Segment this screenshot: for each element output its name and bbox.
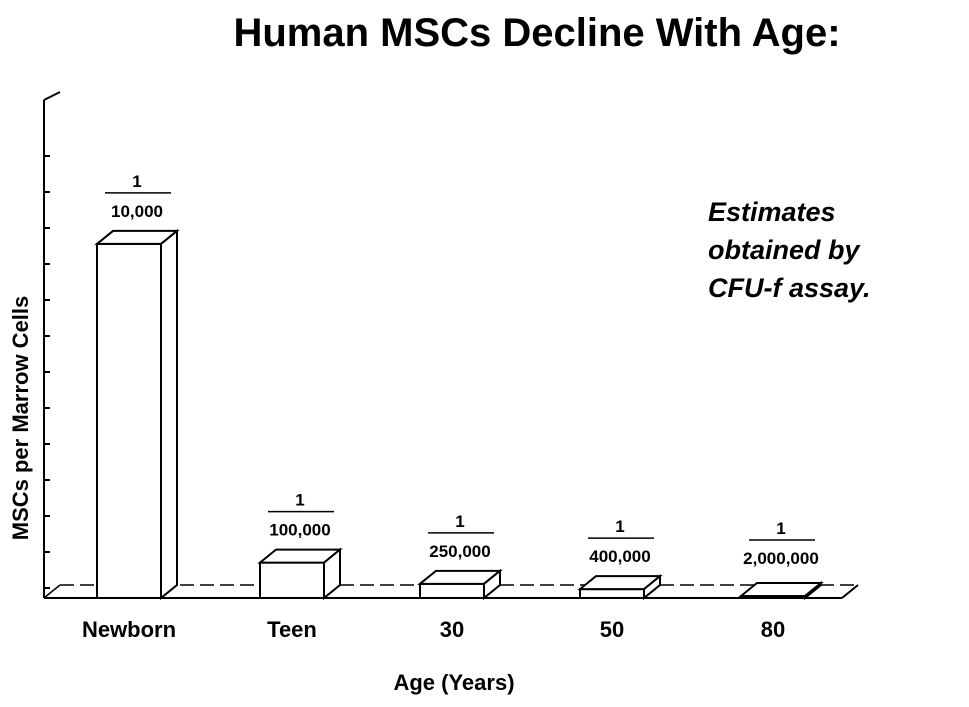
- bar-50: [577, 574, 663, 601]
- data-label-30: 1 250,000: [428, 512, 494, 561]
- bar-side: [643, 574, 661, 601]
- bar-80: [738, 580, 824, 601]
- data-label-teen: 1 100,000: [268, 491, 334, 540]
- x-tick-labels: Newborn Teen 30 50 80: [82, 617, 785, 642]
- annotation-line-2: obtained by: [708, 235, 861, 265]
- data-label-80: 1 2,000,000: [743, 519, 819, 568]
- annotation-line-3: CFU-f assay.: [708, 273, 871, 303]
- annotation-line-1: Estimates: [708, 197, 836, 227]
- data-label-denominator: 10,000: [111, 202, 163, 221]
- bar-front: [419, 582, 485, 599]
- data-label-numerator: 1: [615, 517, 624, 536]
- data-label-denominator: 100,000: [269, 521, 330, 540]
- data-label-numerator: 1: [295, 491, 304, 510]
- data-label-denominator: 400,000: [589, 547, 650, 566]
- bar-side: [804, 580, 822, 601]
- floor-corner-line: [43, 584, 61, 599]
- data-label-numerator: 1: [132, 172, 141, 191]
- data-label-newborn: 1 10,000: [105, 172, 171, 221]
- data-label-numerator: 1: [455, 512, 464, 531]
- x-tick-label: Teen: [267, 617, 317, 642]
- bar-front: [96, 242, 162, 599]
- bar-side: [483, 568, 501, 601]
- bars: [94, 228, 824, 601]
- x-tick-label: 30: [440, 617, 464, 642]
- data-label-denominator: 250,000: [429, 542, 490, 561]
- bar-newborn: [94, 228, 180, 601]
- data-label-50: 1 400,000: [588, 517, 654, 566]
- data-label-numerator: 1: [776, 519, 785, 538]
- bar-30: [417, 568, 503, 601]
- x-tick-label: Newborn: [82, 617, 176, 642]
- annotation-note: Estimates obtained by CFU-f assay.: [708, 197, 871, 303]
- bar-side: [323, 547, 341, 601]
- x-tick-label: 50: [600, 617, 624, 642]
- y-axis-depth-line: [43, 91, 61, 101]
- bar-front: [579, 588, 645, 599]
- x-axis-title: Age (Years): [393, 670, 514, 695]
- bar-teen: [257, 547, 343, 601]
- y-axis-title: MSCs per Marrow Cells: [8, 296, 33, 541]
- bar-front: [259, 561, 325, 599]
- x-tick-label: 80: [761, 617, 785, 642]
- data-label-denominator: 2,000,000: [743, 549, 819, 568]
- floor-side-line: [841, 584, 859, 599]
- bar-side: [160, 228, 178, 601]
- chart-title: Human MSCs Decline With Age:: [233, 11, 840, 55]
- data-labels: 1 10,000 1 100,000 1 250,000 1 400,000 1 2,000,00…: [105, 172, 819, 568]
